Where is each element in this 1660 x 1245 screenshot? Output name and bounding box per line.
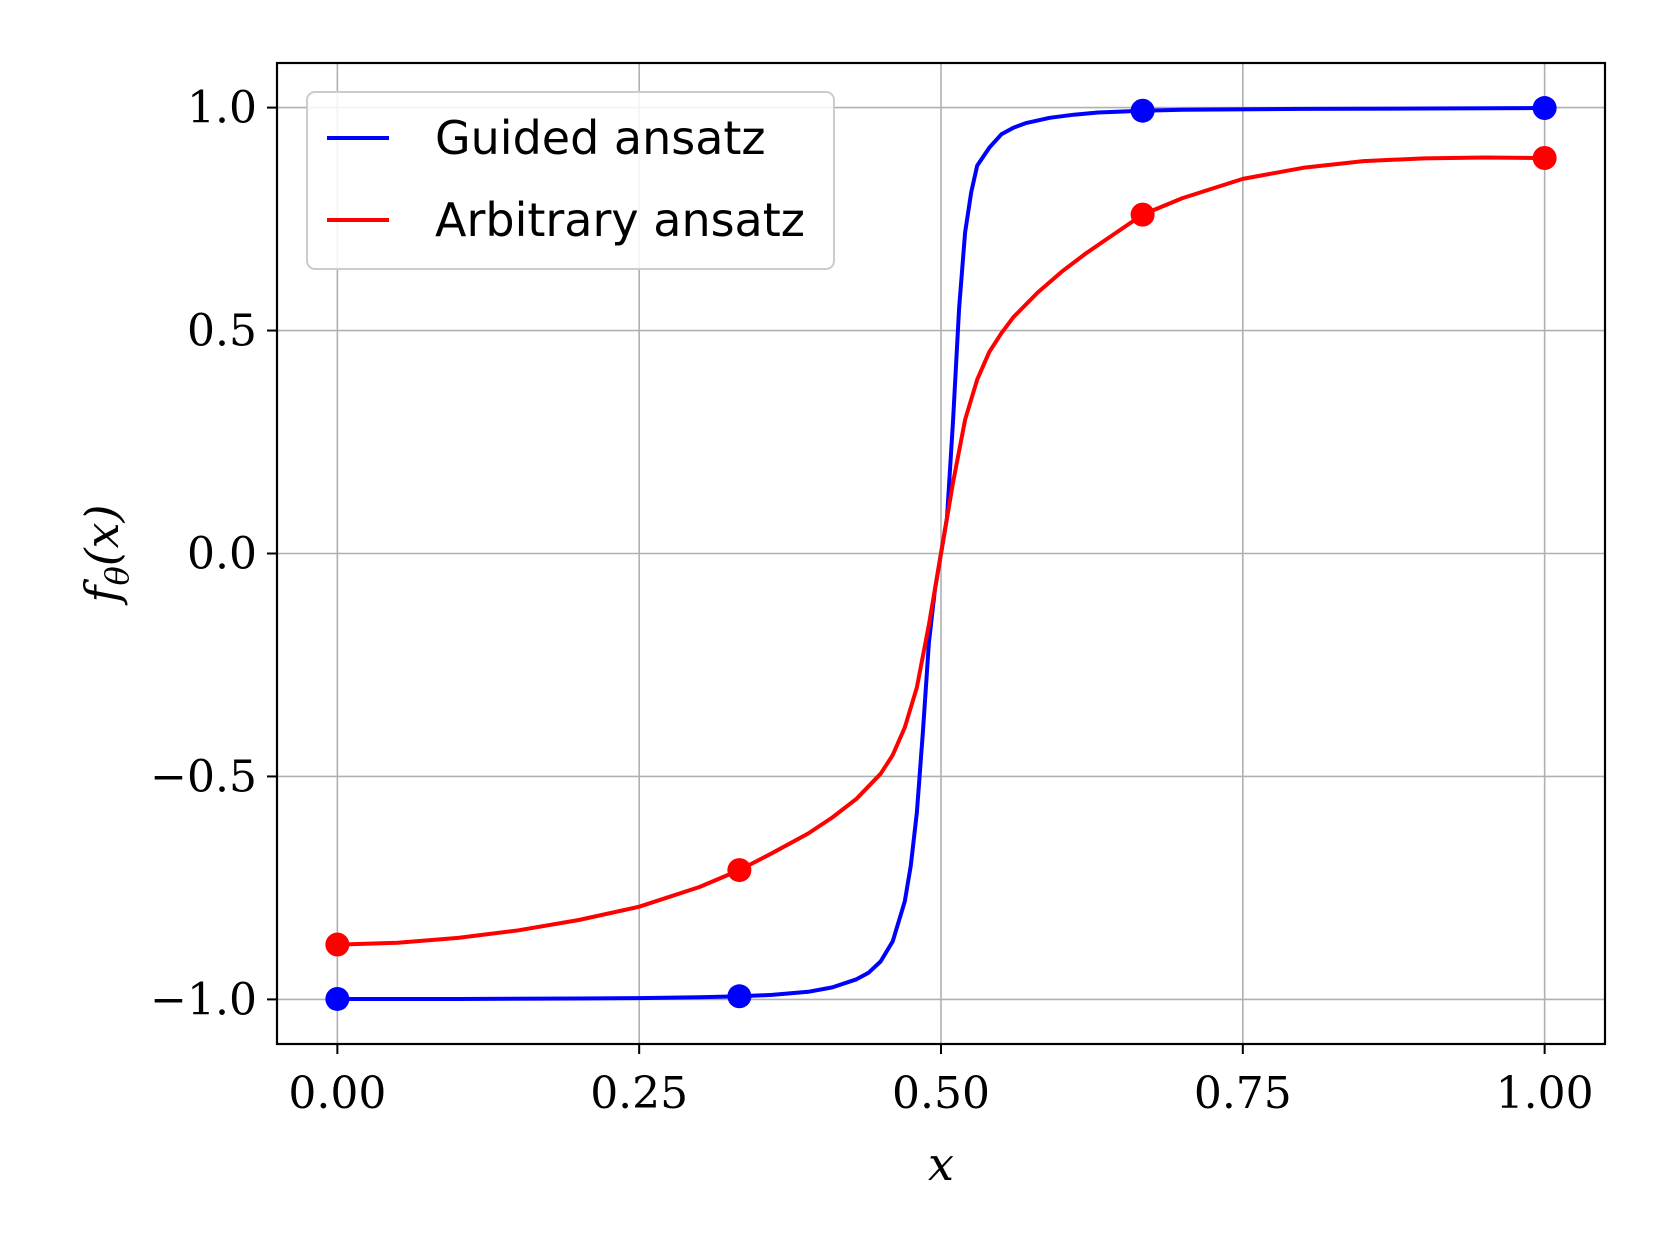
x-tick-label-0: 0.00 bbox=[288, 1068, 386, 1119]
data-point-arbitrary-ansatz-2 bbox=[1130, 202, 1155, 227]
y-axis-label: fθ(x) bbox=[75, 504, 136, 605]
y-tick-label-0: −1.0 bbox=[150, 974, 257, 1025]
y-tick-label-2: 0.0 bbox=[187, 529, 257, 580]
y-tick-label-4: 1.0 bbox=[187, 83, 257, 134]
series-line-arbitrary-ansatz bbox=[337, 155, 1545, 947]
data-point-guided-ansatz-1 bbox=[727, 984, 752, 1009]
legend-box bbox=[306, 91, 835, 270]
data-point-guided-ansatz-0 bbox=[325, 986, 350, 1011]
legend-label-arbitrary-ansatz: Arbitrary ansatz bbox=[435, 193, 805, 247]
axis-ticks: 0.00 0.25 0.50 0.75 1.00 −1.0 −0.5 0.0 0.5 1.0 bbox=[150, 83, 1593, 1119]
x-tick-label-4: 1.00 bbox=[1496, 1068, 1594, 1119]
y-tick-label-1: −0.5 bbox=[150, 751, 257, 802]
data-point-guided-ansatz-3 bbox=[1532, 96, 1557, 121]
x-tick-label-3: 0.75 bbox=[1194, 1068, 1292, 1119]
x-tick-label-2: 0.50 bbox=[892, 1068, 990, 1119]
x-tick-label-1: 0.25 bbox=[590, 1068, 688, 1119]
data-point-arbitrary-ansatz-3 bbox=[1532, 145, 1557, 170]
legend: Guided ansatz Arbitrary ansatz bbox=[306, 91, 835, 270]
plot-series bbox=[325, 96, 1557, 1011]
data-point-arbitrary-ansatz-1 bbox=[727, 858, 752, 883]
legend-label-guided-ansatz: Guided ansatz bbox=[435, 111, 766, 165]
data-point-arbitrary-ansatz-0 bbox=[325, 932, 350, 957]
x-axis-label: x bbox=[928, 1137, 954, 1191]
y-tick-label-3: 0.5 bbox=[187, 306, 257, 357]
data-point-guided-ansatz-2 bbox=[1130, 98, 1155, 123]
